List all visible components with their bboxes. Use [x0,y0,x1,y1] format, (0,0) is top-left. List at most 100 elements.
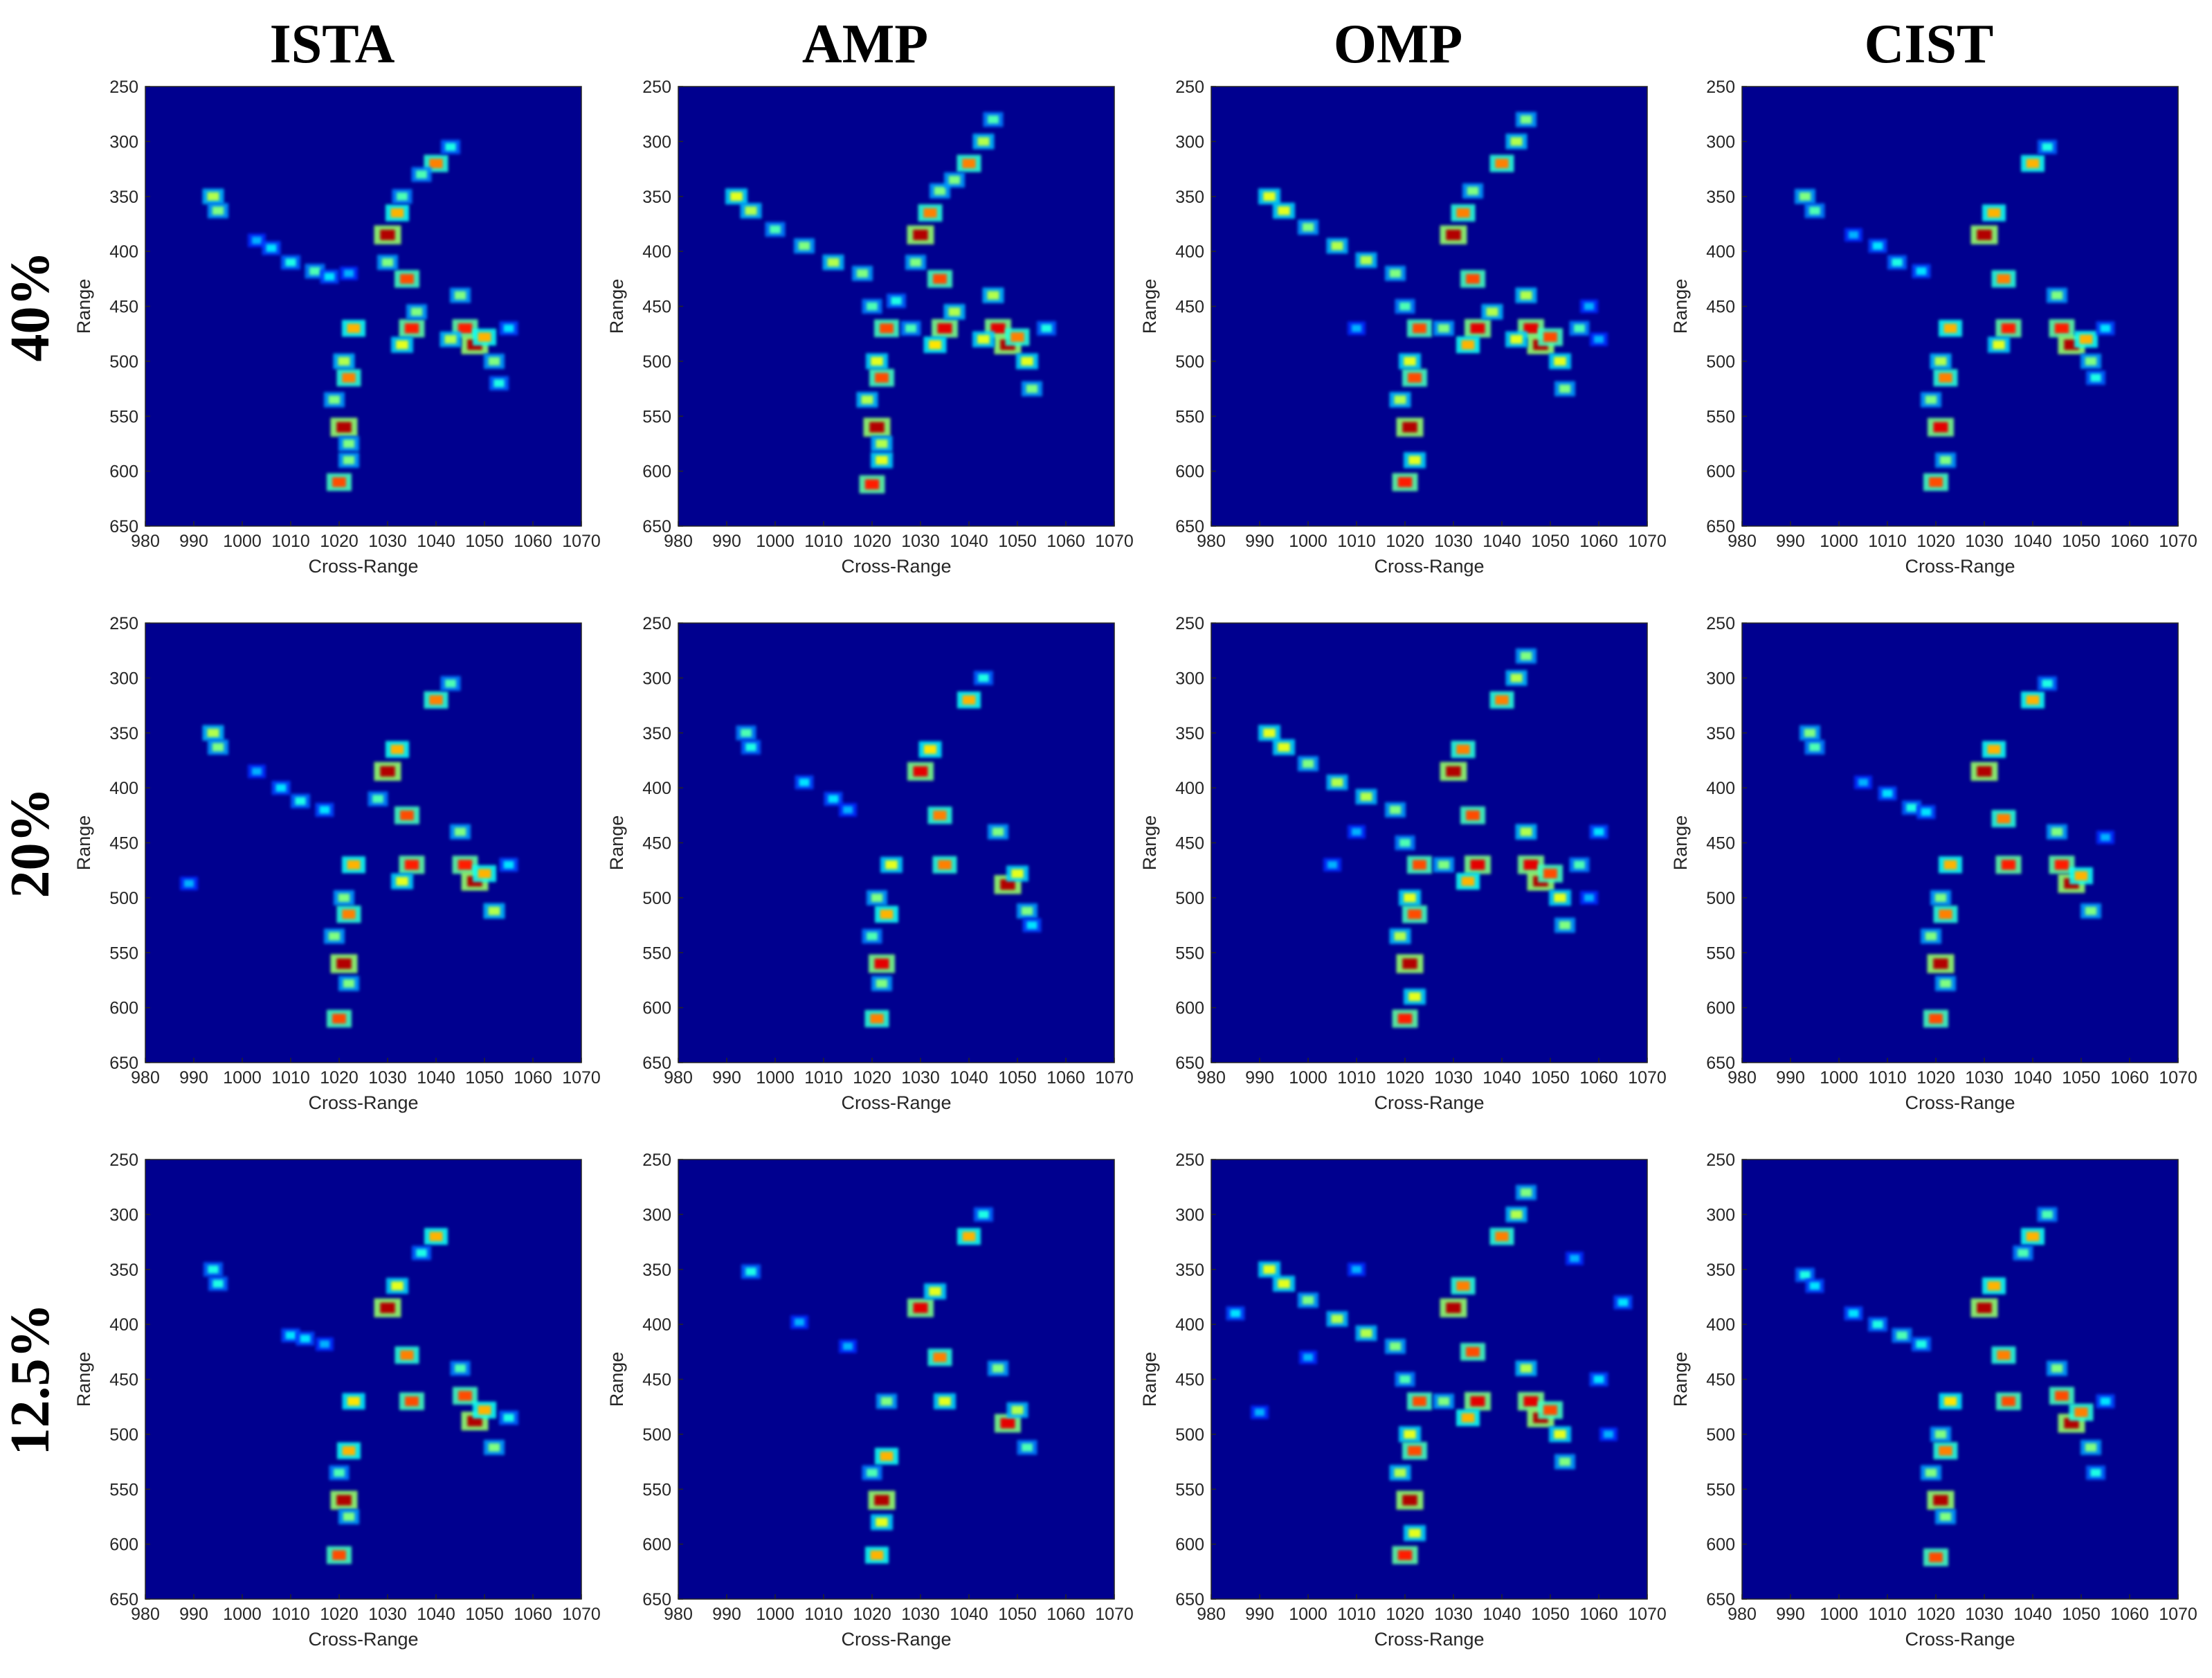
scatterer-core [1413,323,1426,334]
x-axis-label: Cross-Range [1374,1092,1484,1113]
x-tick-label: 1030 [368,532,407,551]
y-tick-label: 250 [642,1151,671,1170]
y-tick-label: 550 [109,1480,138,1499]
scatterer-core [977,137,990,146]
y-tick-label: 300 [1706,132,1735,152]
scatterer-core [913,229,928,240]
scatterer-core [1230,1309,1241,1317]
x-tick-label: 1020 [320,1068,359,1088]
x-axis-label: Cross-Range [841,1629,951,1650]
x-tick-label: 990 [1776,1605,1805,1624]
panel-ista-20pct: 980 990 1000 1010 1020 1030 1040 1050 1060 1070 25… [73,614,601,1113]
x-tick-label: 1020 [1386,1605,1424,1624]
scatterer-core [478,332,491,342]
scatterer-core [347,860,361,869]
x-tick-label: 1010 [1868,1605,1907,1624]
scatterer-core [478,869,491,878]
scatterer-core [1523,323,1539,334]
scatterer-core [1389,1342,1402,1351]
scatterer-core [1925,395,1937,404]
y-tick-label: 250 [1175,78,1204,97]
scatterer-core [1804,728,1816,737]
x-axis-label: Cross-Range [1905,556,2015,577]
scatterer-layer [1799,676,2114,1028]
y-tick-label: 650 [642,1054,671,1073]
x-tick-label: 1010 [1337,1068,1376,1088]
x-tick-label: 990 [1245,1068,1274,1088]
scatterer-core [343,979,355,988]
scatterer-core [992,827,1004,836]
scatterer-core [867,302,878,311]
scatterer-core [1000,879,1015,890]
scatterer-core [1977,229,1992,240]
y-tick-label: 550 [642,407,671,426]
x-tick-label: 1050 [998,1068,1037,1088]
x-tick-label: 1060 [2110,1605,2149,1624]
scatterer-core [871,357,883,366]
y-tick-label: 650 [109,1054,138,1073]
x-axis-label: Cross-Range [308,556,418,577]
scatterer-core [1523,1396,1539,1407]
scatterer-core [207,728,219,737]
scatterer-core [2079,334,2093,344]
scatterer-core [2085,906,2097,915]
scatterer-core [328,932,341,941]
y-tick-label: 350 [109,1261,138,1280]
scatterer-core [1916,1339,1927,1348]
x-axis-label: Cross-Range [308,1629,418,1650]
x-tick-label: 1040 [417,532,455,551]
y-tick-label: 300 [642,1205,671,1225]
x-tick-label: 1060 [514,1605,552,1624]
scatterer-core [871,893,883,902]
panel-amp-20pct: 980 990 1000 1010 1020 1030 1040 1050 1060 1070 25… [606,614,1134,1113]
panel-omp-40pct: 980 990 1000 1010 1020 1030 1040 1050 1060 1070 25… [1139,78,1667,577]
y-tick-label: 300 [642,132,671,152]
x-tick-label: 1060 [1046,532,1085,551]
scatterer-core [928,340,942,350]
x-tick-label: 1020 [1386,1068,1424,1088]
scatterer-core [1939,372,1952,383]
y-tick-label: 600 [1175,462,1204,482]
scatterer-core [405,1396,419,1407]
scatterer-core [400,1350,414,1360]
scatterer-core [1574,860,1585,869]
x-tick-label: 1060 [2110,1068,2149,1088]
scatterer-core [861,395,873,404]
scatterer-core [1603,1430,1614,1438]
y-tick-label: 250 [1706,614,1735,633]
scatterer-core [1438,860,1450,869]
x-tick-label: 1050 [1531,532,1570,551]
x-tick-label: 1030 [901,1068,940,1088]
scatterer-core [404,860,419,870]
scatterer-core [1278,1279,1290,1288]
scatterer-core [396,340,408,350]
y-tick-label: 550 [109,407,138,426]
y-tick-label: 500 [1706,352,1735,372]
x-tick-label: 980 [131,1605,160,1624]
scatterer-core [978,1210,989,1219]
x-tick-label: 1030 [1434,1068,1473,1088]
scatterer-core [266,244,277,252]
scatterer-core [444,334,457,344]
panel-cist-40pct: 980 990 1000 1010 1020 1030 1040 1050 1060 1070 25… [1670,78,2197,577]
x-tick-label: 1010 [804,1605,843,1624]
x-tick-label: 1020 [1916,532,1955,551]
y-tick-label: 500 [1175,1425,1204,1445]
scatterer-core [503,860,514,869]
plot-area [678,623,1114,1063]
y-tick-label: 400 [109,242,138,262]
scatterer-core [1584,303,1595,310]
y-tick-label: 400 [1175,779,1204,798]
scatterer-core [1584,894,1595,902]
x-tick-label: 1050 [1531,1605,1570,1624]
y-tick-label: 600 [1706,999,1735,1018]
scatterer-core [1397,1550,1413,1560]
y-tick-label: 450 [642,298,671,317]
x-tick-label: 980 [1197,532,1226,551]
scatterer-core [1470,1396,1485,1407]
scatterer-core [1809,206,1820,215]
x-tick-label: 990 [179,532,208,551]
scatterer-core [457,860,473,870]
scatterer-core [874,958,889,969]
y-tick-label: 500 [1175,352,1204,372]
